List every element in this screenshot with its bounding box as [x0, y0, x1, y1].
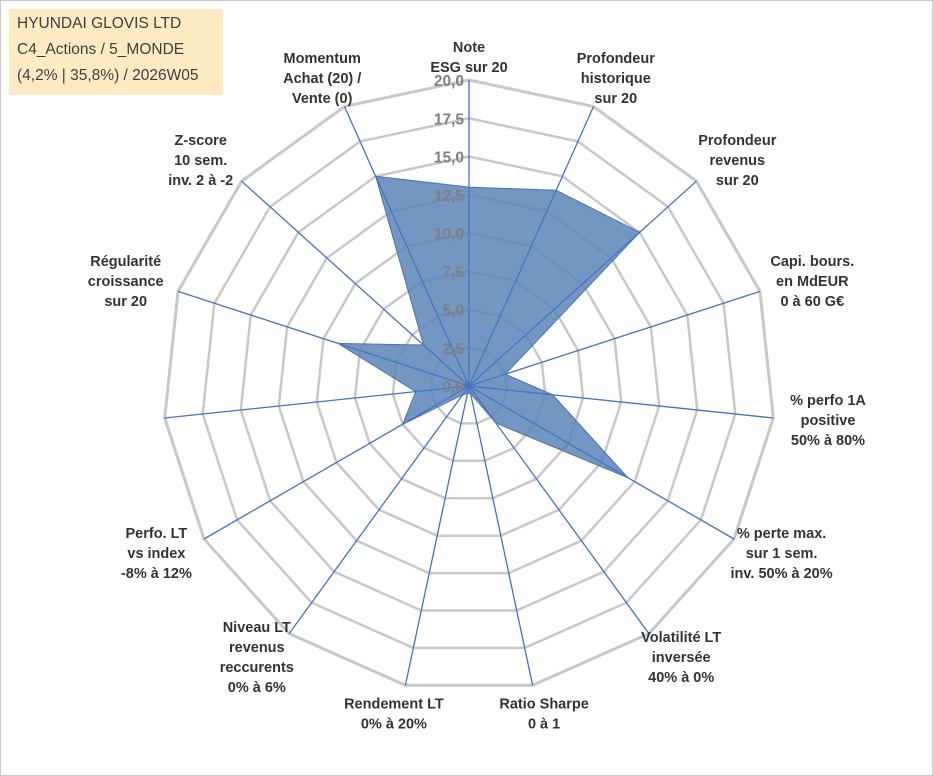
tick-label-2: 5,0 [442, 303, 464, 320]
axis-spoke-3 [468, 290, 761, 387]
info-category: C4_Actions / 5_MONDE [17, 41, 185, 58]
series-spoke-1 [468, 190, 557, 387]
tick-label-1: 2,5 [442, 341, 464, 358]
radar-tick-labels: 0,0 2,5 5,0 7,5 10,0 12,5 15,0 17,5 20,0 [434, 73, 465, 396]
series-spoke-14 [375, 176, 470, 387]
tick-label-0: 0,0 [442, 379, 464, 396]
series-spoke-6 [468, 385, 497, 424]
axis-spoke-6 [468, 385, 650, 634]
series-spoke-11 [415, 385, 470, 393]
series-spoke-8 [466, 385, 470, 394]
grid-ring-6 [239, 155, 699, 612]
axis-label-12: Régularité croissance sur 20 [88, 254, 164, 310]
series-spoke-12 [337, 342, 470, 387]
tick-label-4: 10,0 [434, 226, 464, 243]
tick-label-8: 20,0 [434, 73, 464, 90]
axis-spoke-9 [288, 385, 470, 634]
series-spoke-4 [468, 385, 553, 396]
axis-label-2: Profondeur revenus sur 20 [698, 133, 776, 189]
axis-label-9: Niveau LT revenus reccurents 0% à 6% [220, 620, 294, 696]
series-spoke-5 [468, 385, 629, 479]
series-spoke-7 [468, 385, 472, 394]
radar-series [336, 175, 641, 479]
info-box: HYUNDAI GLOVIS LTD C4_Actions / 5_MONDE … [9, 9, 223, 95]
axis-label-13: Z-score 10 sem. inv. 2 à -2 [168, 133, 233, 189]
series-spoke-13 [423, 344, 470, 387]
grid-ring-7 [201, 117, 737, 650]
axis-label-3: Capi. bours. en MdEUR 0 à 60 G€ [770, 254, 854, 310]
grid-ring-4 [315, 231, 623, 537]
grid-ring-5 [277, 193, 661, 575]
info-company-name: HYUNDAI GLOVIS LTD [17, 15, 182, 32]
axis-label-0: Note ESG sur 20 [430, 40, 507, 76]
axis-spoke-8 [404, 385, 470, 686]
info-range-week: (4,2% | 35,8%) / 2026W05 [17, 67, 199, 84]
tick-label-7: 17,5 [434, 111, 465, 128]
axis-label-10: Perfo. LT vs index -8% à 12% [121, 526, 192, 582]
radar-axis-labels: Note ESG sur 20 Profondeur historique sur 20… [88, 40, 867, 733]
axis-spoke-7 [468, 385, 534, 686]
axis-label-14: Momentum Achat (20) / Vente (0) [283, 51, 361, 107]
series-spoke-10 [402, 385, 470, 425]
grid-ring-3 [353, 270, 585, 500]
series-spoke-9 [462, 385, 470, 395]
tick-label-5: 12,5 [434, 188, 465, 205]
axis-label-1: Profondeur historique sur 20 [577, 51, 655, 107]
axis-label-4: % perfo 1A positive 50% à 80% [790, 393, 866, 449]
axis-label-5: % perte max. sur 1 sem. inv. 50% à 20% [731, 526, 833, 582]
radar-grid [163, 78, 775, 687]
tick-label-6: 15,0 [434, 150, 464, 167]
tick-label-3: 7,5 [442, 264, 464, 281]
series-area [336, 175, 641, 479]
series-spoke-3 [468, 373, 506, 387]
grid-ring-8 [163, 78, 775, 687]
axis-label-7: Ratio Sharpe 0 à 1 [499, 697, 588, 733]
axis-label-6: Volatilité LT inversée 40% à 0% [641, 630, 721, 686]
axis-label-8: Rendement LT 0% à 20% [344, 697, 444, 733]
series-spoke-2 [468, 232, 640, 387]
